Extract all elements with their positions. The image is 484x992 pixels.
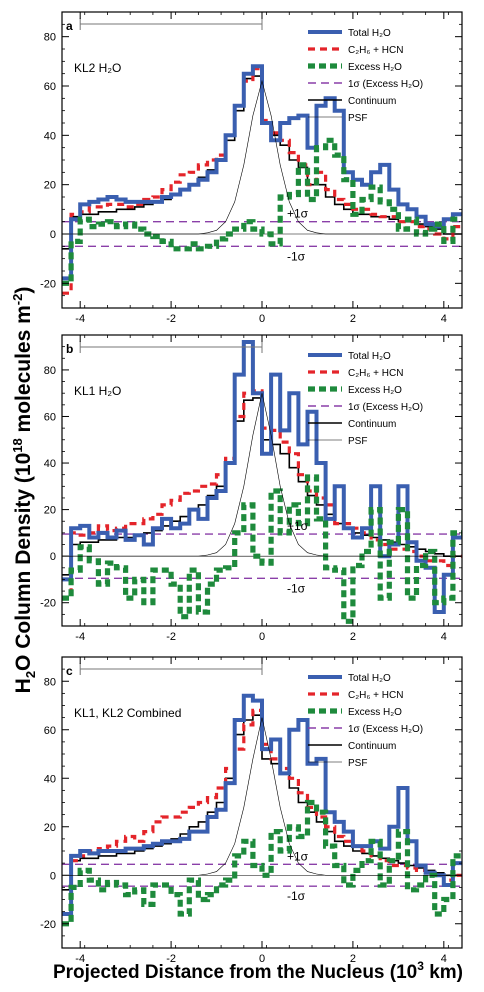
panel-letter: a [66,19,73,33]
panel-title: KL2 H₂O [74,61,121,75]
legend-label-sigma: 1σ (Excess H₂O) [348,724,423,735]
y-tick-label: -20 [40,278,56,290]
legend-label-excess: Excess H₂O [348,385,402,396]
sigma-plus-label: +1σ [287,519,309,533]
y-tick-label: 20 [44,822,56,834]
x-tick-label: -4 [75,631,85,643]
panel-title: KL1, KL2 Combined [74,706,181,720]
x-tick-label: 0 [259,313,265,325]
legend-label-continuum: Continuum [348,741,396,752]
legend-label-psf: PSF [348,113,367,124]
y-tick-label: 60 [44,81,56,93]
series-total [62,693,462,916]
x-tick-label: -2 [166,313,176,325]
series-continuum [62,75,462,250]
legend-label-psf: PSF [348,758,367,769]
series-c2h6 [62,708,462,926]
x-tick-label: -4 [75,953,85,965]
x-tick-label: -4 [75,313,85,325]
series-psf [62,79,462,235]
plot-frame [61,11,463,309]
legend-label-continuum: Continuum [348,96,396,107]
legend-label-psf: PSF [348,436,367,447]
series-excess [62,799,462,927]
y-tick-label: 80 [44,365,56,377]
plot-area [62,340,462,624]
sigma-minus-label: -1σ [287,581,306,595]
plot-area [62,693,462,927]
series-total [62,64,462,281]
x-tick-label: 4 [441,953,447,965]
y-tick-label: 40 [44,773,56,785]
x-tick-label: 2 [350,631,356,643]
legend-label-sigma: 1σ (Excess H₂O) [348,402,423,413]
x-tick-label: 4 [441,631,447,643]
series-excess [62,474,462,624]
y-tick-label: 60 [44,725,56,737]
legend-label-c2h6: C₂H₆ + HCN [348,690,403,701]
y-tick-label: 0 [50,229,56,241]
series-excess [62,137,462,286]
sigma-plus-label: +1σ [287,849,309,863]
y-tick-label: 20 [44,180,56,192]
legend-label-total: Total H₂O [348,351,391,362]
plot-area [62,64,462,295]
sigma-minus-label: -1σ [287,889,306,903]
panel-letter: c [66,664,73,678]
panel-title: KL1 H₂O [74,384,121,398]
x-tick-label: 2 [350,313,356,325]
y-tick-label: 40 [44,458,56,470]
sigma-minus-label: -1σ [287,249,306,263]
panel-letter: b [66,342,73,356]
y-tick-label: -20 [40,919,56,931]
y-tick-label: 60 [44,411,56,423]
x-tick-label: 0 [259,953,265,965]
x-tick-label: 4 [441,313,447,325]
y-tick-label: 20 [44,505,56,517]
y-tick-label: 0 [50,551,56,563]
y-tick-label: 40 [44,130,56,142]
legend-label-continuum: Continuum [348,419,396,430]
y-axis-label: H2O Column Density (1018 molecules m-2) [10,287,38,694]
series-psf [62,393,462,557]
series-total [62,340,462,614]
legend-label-excess: Excess H₂O [348,62,402,73]
x-tick-label: -2 [166,631,176,643]
x-tick-label: 0 [259,631,265,643]
y-tick-label: -20 [40,598,56,610]
x-axis-label: Projected Distance from the Nucleus (103… [53,959,463,983]
legend-label-excess: Excess H₂O [348,707,402,718]
legend-label-total: Total H₂O [348,28,391,39]
legend-label-c2h6: C₂H₆ + HCN [348,368,403,379]
y-tick-label: 80 [44,32,56,44]
legend-label-sigma: 1σ (Excess H₂O) [348,79,423,90]
y-tick-label: 80 [44,676,56,688]
sigma-plus-label: +1σ [287,207,309,221]
x-tick-label: 2 [350,953,356,965]
series-psf [62,717,462,876]
y-tick-label: 0 [50,870,56,882]
legend-label-total: Total H₂O [348,673,391,684]
series-c2h6 [62,67,462,295]
legend-label-c2h6: C₂H₆ + HCN [348,45,403,56]
x-tick-label: -2 [166,953,176,965]
